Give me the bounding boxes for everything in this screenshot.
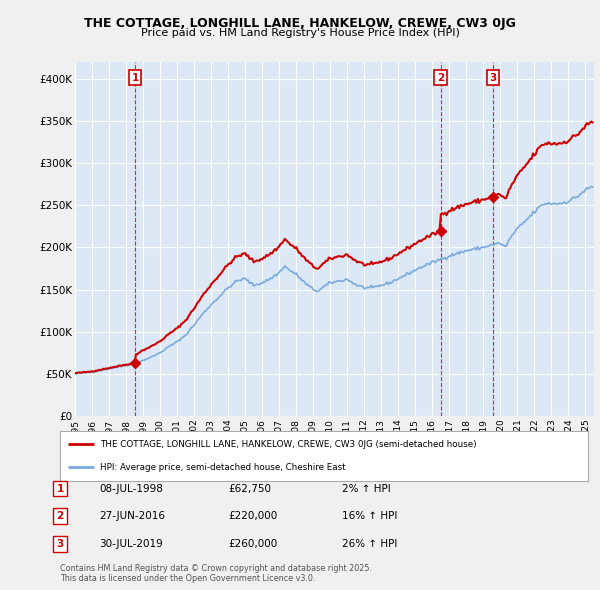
Text: 2% ↑ HPI: 2% ↑ HPI (342, 484, 391, 493)
Text: £220,000: £220,000 (228, 512, 277, 521)
Text: 30-JUL-2019: 30-JUL-2019 (99, 539, 163, 549)
Text: £62,750: £62,750 (228, 484, 271, 493)
Text: THE COTTAGE, LONGHILL LANE, HANKELOW, CREWE, CW3 0JG: THE COTTAGE, LONGHILL LANE, HANKELOW, CR… (84, 17, 516, 30)
Text: 3: 3 (490, 73, 497, 83)
Text: £260,000: £260,000 (228, 539, 277, 549)
Text: Contains HM Land Registry data © Crown copyright and database right 2025.
This d: Contains HM Land Registry data © Crown c… (60, 563, 372, 583)
Text: Price paid vs. HM Land Registry's House Price Index (HPI): Price paid vs. HM Land Registry's House … (140, 28, 460, 38)
Text: 2: 2 (56, 512, 64, 521)
Text: 1: 1 (131, 73, 139, 83)
Text: 2: 2 (437, 73, 445, 83)
Text: 27-JUN-2016: 27-JUN-2016 (99, 512, 165, 521)
Text: 3: 3 (56, 539, 64, 549)
Text: THE COTTAGE, LONGHILL LANE, HANKELOW, CREWE, CW3 0JG (semi-detached house): THE COTTAGE, LONGHILL LANE, HANKELOW, CR… (100, 440, 476, 449)
Text: HPI: Average price, semi-detached house, Cheshire East: HPI: Average price, semi-detached house,… (100, 463, 345, 472)
Text: 1: 1 (56, 484, 64, 493)
Text: 08-JUL-1998: 08-JUL-1998 (99, 484, 163, 493)
Text: 26% ↑ HPI: 26% ↑ HPI (342, 539, 397, 549)
Text: 16% ↑ HPI: 16% ↑ HPI (342, 512, 397, 521)
